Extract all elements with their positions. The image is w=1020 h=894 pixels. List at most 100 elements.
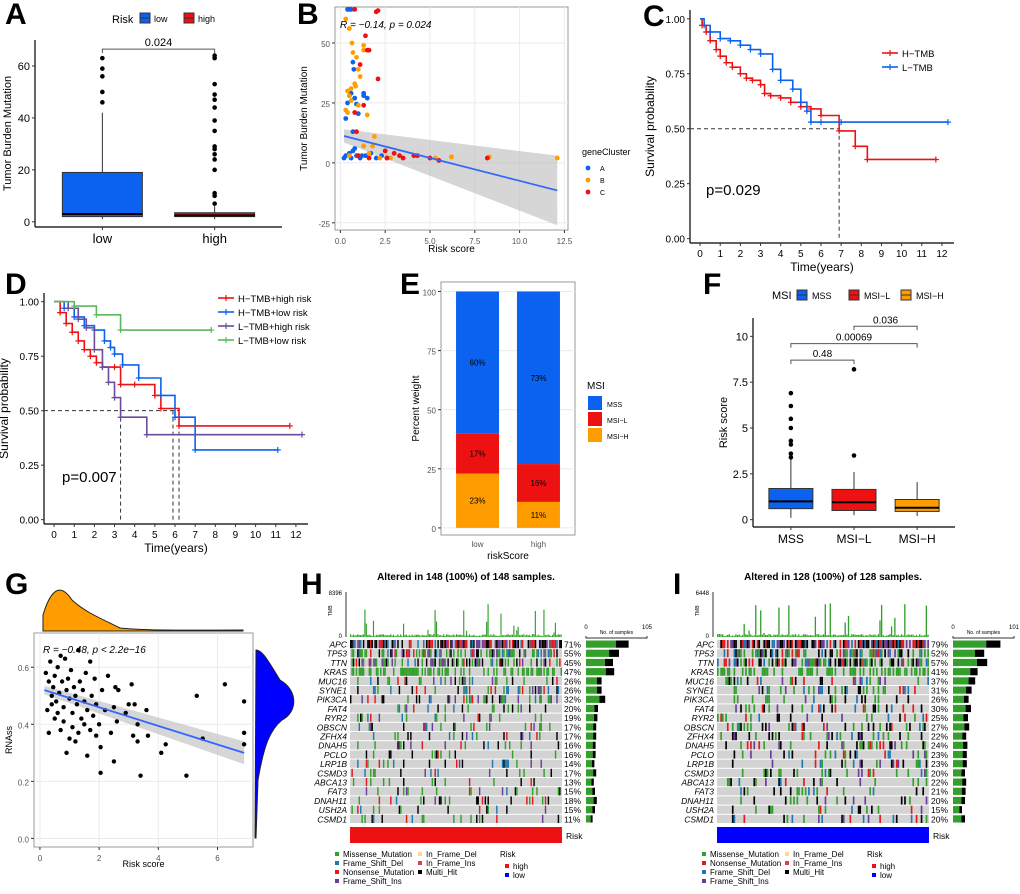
mutation-cell <box>365 750 368 759</box>
mutation-cell <box>510 796 512 805</box>
mutation-cell <box>723 640 726 649</box>
y-tick-label: 75 <box>427 348 436 357</box>
mutation-cell <box>717 658 719 667</box>
gene-label: APC <box>696 640 715 650</box>
mutation-cell <box>357 713 359 722</box>
mutation-cell <box>746 787 749 796</box>
mutation-cell <box>765 722 767 731</box>
outlier-point <box>212 97 217 103</box>
mutation-cell <box>510 667 512 676</box>
y-tick-label: 0.75 <box>20 352 40 363</box>
mutation-cell <box>783 695 785 704</box>
mutation-cell <box>477 640 479 649</box>
mutation-cell <box>915 658 918 667</box>
y-tick-label: 0.25 <box>20 461 40 472</box>
mutation-cell <box>370 722 372 731</box>
mutation-cell <box>559 640 561 649</box>
mutation-cell <box>819 778 822 787</box>
mutation-cell <box>736 658 739 667</box>
mutation-cell <box>861 676 863 685</box>
mutation-cell <box>511 667 514 676</box>
mutation-cell <box>360 640 362 649</box>
mutation-cell <box>900 640 903 649</box>
gene-count-bar-multihit <box>962 732 967 740</box>
gene-percent: 23% <box>931 759 948 769</box>
censor-mark <box>838 119 845 126</box>
mutation-cell <box>738 722 741 731</box>
legend-label: Nonsense_Mutation <box>343 868 414 877</box>
tmb-bar <box>871 635 873 637</box>
mutation-cell <box>885 704 888 713</box>
tmb-bar <box>813 635 815 637</box>
mutation-cell <box>483 741 485 750</box>
tmb-bar <box>798 634 800 637</box>
mutation-cell <box>557 787 560 796</box>
mutation-cell <box>423 722 425 731</box>
mutation-cell <box>434 686 436 695</box>
mutation-cell <box>411 686 414 695</box>
censor-mark <box>107 344 114 351</box>
mutation-cell <box>501 649 504 658</box>
censor-mark <box>852 143 859 150</box>
outlier-point <box>100 55 105 61</box>
mutation-cell <box>493 667 495 676</box>
mutation-cell <box>925 713 928 722</box>
chart-d: 0.000.250.500.751.000 1 2 3 4 5 6 7 8 9 10 11 12Surv… <box>0 293 312 555</box>
mutation-cell <box>866 640 868 649</box>
gene-row-bg <box>717 796 929 805</box>
censor-mark <box>131 381 138 388</box>
mutation-cell <box>862 704 865 713</box>
mutation-cell <box>736 722 739 731</box>
mutation-cell <box>748 640 751 649</box>
mutation-cell <box>523 676 525 685</box>
gene-percent: 57% <box>931 658 948 668</box>
mutation-cell <box>823 722 825 731</box>
gene-percent: 19% <box>564 713 581 723</box>
point-cluster-B <box>355 102 361 108</box>
tmb-bar <box>799 635 802 637</box>
mutation-cell <box>771 732 774 741</box>
mutation-cell <box>867 814 870 823</box>
gene-label: PIK3CA <box>317 695 348 705</box>
mutation-cell <box>357 741 359 750</box>
scatter-point <box>132 702 137 707</box>
mutation-cell <box>784 686 787 695</box>
tmb-bar <box>736 635 739 637</box>
mutation-cell <box>831 695 833 704</box>
gene-label: FAT4 <box>694 704 714 714</box>
legend-key-missense_mutation <box>702 852 706 856</box>
mutation-cell <box>717 667 719 676</box>
mutation-cell <box>414 667 416 676</box>
mutation-cell <box>394 640 396 649</box>
mutation-cell <box>761 667 764 676</box>
mutation-cell <box>866 658 868 667</box>
legend-label: L−TMB+high risk <box>238 322 310 333</box>
mutation-cell <box>751 640 754 649</box>
mutation-cell <box>793 658 795 667</box>
mutation-cell <box>428 695 431 704</box>
mutation-cell <box>481 796 484 805</box>
mutation-cell <box>877 640 880 649</box>
mutation-cell <box>925 658 928 667</box>
mutation-cell <box>486 695 488 704</box>
mutation-cell <box>770 805 772 814</box>
gene-label: TP53 <box>694 649 715 659</box>
mutation-cell <box>531 787 534 796</box>
x-tick-label: 2 <box>97 854 102 863</box>
mutation-cell <box>417 667 419 676</box>
scatter-point <box>45 707 50 713</box>
scatter-point <box>111 704 117 710</box>
mutation-cell <box>381 640 383 649</box>
censor-mark <box>777 94 784 101</box>
tmb-bar <box>536 635 538 637</box>
mutation-cell <box>506 805 508 814</box>
legend-key-MSI−L <box>588 412 602 426</box>
mutation-cell <box>352 649 355 658</box>
mutation-cell <box>910 814 913 823</box>
mutation-cell <box>523 768 525 777</box>
mutation-cell <box>351 649 353 658</box>
mutation-cell <box>556 649 558 658</box>
gene-label: FAT3 <box>327 787 347 797</box>
mutation-cell <box>924 667 926 676</box>
gene-percent: 26% <box>564 686 581 696</box>
